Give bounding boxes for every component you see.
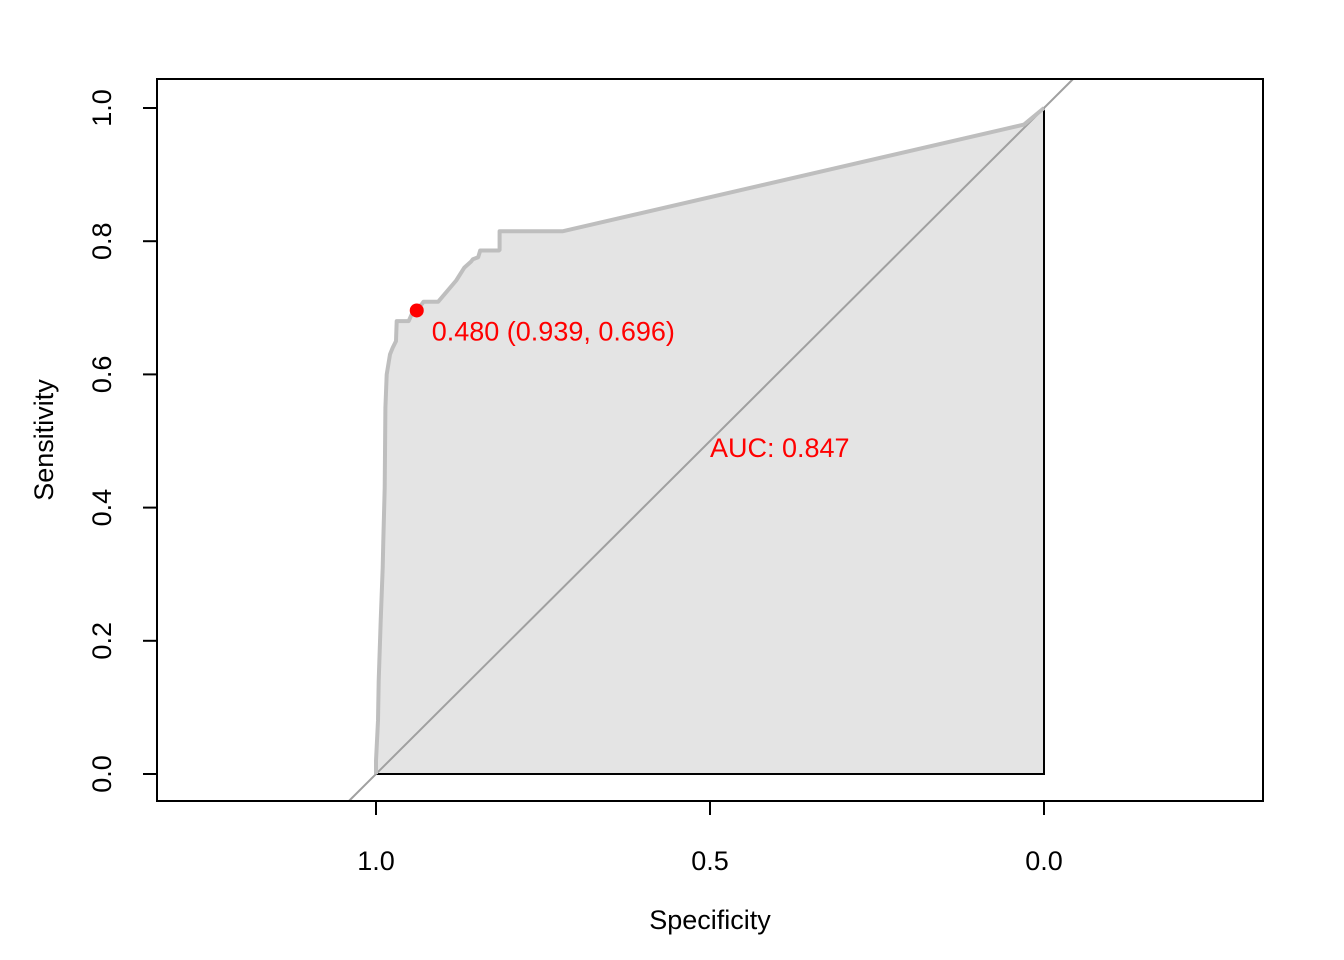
y-tick-label: 0.0 bbox=[87, 755, 117, 793]
x-axis-title: Specificity bbox=[649, 905, 771, 935]
auc-label: AUC: 0.847 bbox=[710, 433, 850, 463]
y-tick-label: 0.8 bbox=[87, 222, 117, 260]
reference-line bbox=[348, 78, 1074, 802]
x-tick-label: 1.0 bbox=[357, 846, 395, 876]
x-tick-label: 0.5 bbox=[691, 846, 729, 876]
y-tick-label: 1.0 bbox=[87, 89, 117, 127]
y-tick-label: 0.2 bbox=[87, 622, 117, 660]
reference-line-layer bbox=[348, 78, 1074, 802]
best-threshold-layer bbox=[409, 303, 424, 318]
y-axis-title: Sensitivity bbox=[29, 379, 59, 501]
y-tick-label: 0.6 bbox=[87, 356, 117, 394]
best-threshold-label: 0.480 (0.939, 0.696) bbox=[432, 316, 675, 346]
x-axis: 1.0 0.5 0.0 bbox=[357, 800, 1063, 876]
x-tick-label: 0.0 bbox=[1025, 846, 1063, 876]
best-threshold-point bbox=[409, 303, 424, 318]
y-tick-label: 0.4 bbox=[87, 489, 117, 527]
y-axis: 0.0 0.2 0.4 0.6 0.8 1.0 bbox=[87, 89, 158, 793]
